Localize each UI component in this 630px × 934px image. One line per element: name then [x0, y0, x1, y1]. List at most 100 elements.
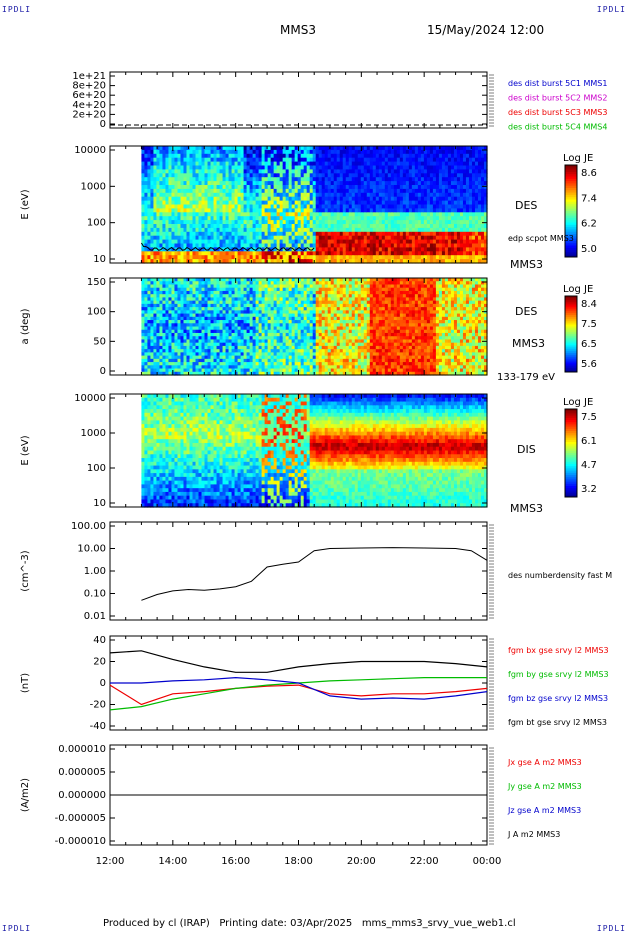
spectrogram-2: [141, 278, 488, 376]
colorbar-3: [565, 409, 577, 498]
spacecraft-title: MMS3: [280, 23, 316, 37]
y-tick-label-0-1: 8e+20: [72, 81, 106, 92]
colorbar-2: [565, 296, 577, 373]
y-tick-label-3-1: 1000: [81, 428, 106, 439]
fgm-series-0: [109, 684, 488, 706]
current-legend-1: Jy gse A m2 MMS3: [507, 782, 582, 791]
scpot-line: [140, 242, 315, 252]
y-tick-label-2-2: 50: [93, 336, 106, 347]
y-tick-label-3-2: 100: [87, 463, 106, 474]
time-tick-label-2: 16:00: [221, 856, 250, 867]
y-tick-label-1-3: 10: [93, 254, 106, 265]
colorbar-frame-2: [564, 295, 578, 373]
y-tick-label-0-2: 6e+20: [72, 90, 106, 101]
colorbar-frame-3: [564, 408, 578, 498]
y-axis-label-3: E (eV): [20, 435, 31, 465]
y-axis-label-5: (nT): [20, 673, 31, 693]
colorbar-tick-2-2: 6.5: [581, 339, 597, 350]
colorbar-tick-2-3: 5.6: [581, 359, 597, 370]
fgm-legend-3: fgm bt gse srvy l2 MMS3: [508, 718, 607, 727]
panel-frame-0: [109, 71, 488, 129]
colorbar-title-3: Log JE: [563, 397, 593, 408]
colorbar-tick-3-1: 6.1: [581, 436, 597, 447]
time-tick-label-1: 14:00: [158, 856, 187, 867]
fgm-legend-1: fgm by gse srvy l2 MMS3: [508, 670, 609, 679]
current-legend-3: J A m2 MMS3: [507, 830, 560, 839]
time-tick-label-5: 22:00: [410, 856, 439, 867]
burst-legend-2: des dist burst 5C2 MMS2: [508, 94, 607, 103]
y-tick-label-1-2: 100: [87, 218, 106, 229]
y-tick-label-1-0: 10000: [74, 145, 106, 156]
colorbar-tick-1-1: 7.4: [581, 193, 597, 204]
y-tick-label-5-4: -40: [90, 721, 106, 732]
y-tick-label-6-3: -0.000005: [55, 813, 106, 824]
y-tick-label-2-1: 100: [87, 307, 106, 318]
spectrogram-3: [141, 394, 488, 508]
date-title: 15/May/2024 12:00: [427, 23, 545, 37]
y-tick-label-2-3: 0: [100, 366, 106, 377]
colorbar-tick-2-0: 8.4: [581, 299, 597, 310]
y-tick-label-4-0: 100.00: [71, 521, 106, 532]
fgm-legend-2: fgm bz gse srvy l2 MMS3: [508, 694, 608, 703]
colorbar-tick-2-1: 7.5: [581, 319, 597, 330]
time-tick-label-6: 00:00: [473, 856, 502, 867]
colorbar-title-2: Log JE: [563, 284, 593, 295]
fgm-legend-0: fgm bx gse srvy l2 MMS3: [508, 646, 609, 655]
colorbar-1: [565, 165, 577, 258]
colorbar-title-1: Log JE: [563, 153, 593, 164]
y-tick-label-0-5: 0: [100, 119, 106, 130]
y-tick-label-4-3: 0.10: [84, 589, 106, 600]
colorbar-tick-3-0: 7.5: [581, 412, 597, 423]
spectrogram-1: [141, 146, 488, 264]
time-tick-label-4: 20:00: [347, 856, 376, 867]
energy-range-label: 133-179 eV: [497, 372, 555, 383]
y-tick-label-5-0: 40: [93, 635, 106, 646]
y-tick-label-0-4: 2e+20: [72, 109, 106, 120]
scpot-legend: edp scpot MMS3: [508, 234, 574, 243]
sc-label-3: MMS3: [510, 502, 543, 515]
corner-label-bottom-left: IPDLI: [2, 924, 32, 933]
panel-frame-4: [109, 521, 488, 621]
y-axis-label-1: E (eV): [20, 189, 31, 219]
burst-legend-1: des dist burst 5C1 MMS1: [508, 79, 607, 88]
y-tick-label-5-1: 20: [93, 657, 106, 668]
y-tick-label-6-2: 0.000000: [58, 790, 106, 801]
colorbar-frame-1: [564, 164, 578, 258]
sc-label-2: MMS3: [512, 337, 545, 350]
des-label-1: DES: [515, 199, 537, 212]
dis-label: DIS: [517, 443, 536, 456]
y-tick-label-0-0: 1e+21: [72, 71, 106, 82]
colorbar-tick-3-3: 3.2: [581, 484, 597, 495]
y-tick-label-4-4: 0.01: [84, 611, 106, 622]
density-line: [141, 547, 488, 601]
y-tick-label-6-4: -0.000010: [55, 836, 106, 847]
current-legend-0: Jx gse A m2 MMS3: [507, 758, 582, 767]
y-tick-label-6-0: 0.000010: [58, 744, 106, 755]
y-tick-label-3-0: 10000: [74, 393, 106, 404]
y-tick-label-5-3: -20: [90, 700, 106, 711]
colorbar-tick-1-2: 6.2: [581, 219, 597, 230]
burst-legend-4: des dist burst 5C4 MMS4: [508, 123, 607, 132]
time-tick-label-0: 12:00: [96, 856, 125, 867]
fgm-series-2: [110, 676, 488, 700]
y-axis-label-4: (cm^-3): [20, 550, 31, 591]
des-label-2: DES: [515, 305, 537, 318]
corner-label-top-right: IPDLI: [596, 5, 626, 14]
y-tick-label-1-1: 1000: [81, 181, 106, 192]
colorbar-tick-1-3: 5.0: [581, 244, 597, 255]
y-axis-label-2: a (deg): [20, 308, 31, 344]
colorbar-tick-3-2: 4.7: [581, 460, 597, 471]
corner-label-bottom-right: IPDLI: [596, 924, 626, 933]
fgm-series-3: [109, 650, 488, 673]
y-tick-label-4-2: 1.00: [84, 566, 106, 577]
colorbar-tick-1-0: 8.6: [581, 168, 597, 179]
y-tick-label-3-3: 10: [93, 498, 106, 509]
y-tick-label-6-1: 0.000005: [58, 767, 106, 778]
burst-legend-3: des dist burst 5C3 MMS3: [508, 108, 607, 117]
footer-text: Produced by cl (IRAP) Printing date: 03/…: [103, 918, 516, 929]
y-tick-label-2-0: 150: [87, 277, 106, 288]
sc-label-1: MMS3: [510, 258, 543, 271]
time-tick-label-3: 18:00: [284, 856, 313, 867]
y-tick-label-4-1: 10.00: [77, 544, 106, 555]
